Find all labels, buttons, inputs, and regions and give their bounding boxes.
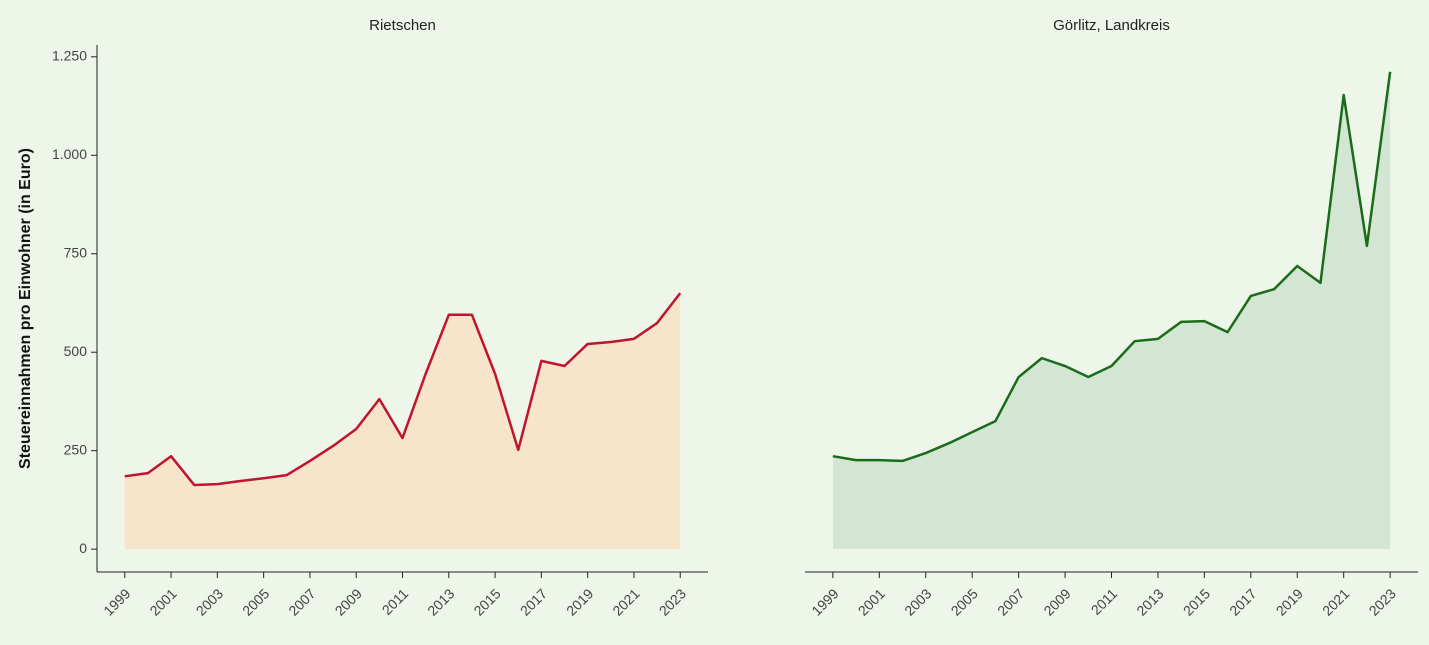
area-fill: [124, 293, 681, 550]
y-tick-label: 250: [64, 441, 88, 457]
line: [124, 292, 682, 487]
panel-title: Rietschen: [369, 17, 436, 34]
y-tick-label: 1.250: [52, 48, 87, 64]
line: [832, 71, 1392, 463]
panel-title: Görlitz, Landkreis: [1053, 17, 1170, 34]
y-axis-label: Steuereinnahmen pro Einwohner (in Euro): [17, 148, 34, 469]
area-fill: [832, 71, 1391, 550]
y-tick-label: 750: [64, 244, 88, 260]
y-tick-label: 0: [79, 540, 87, 556]
y-tick-label: 1.000: [52, 146, 87, 162]
y-tick-label: 500: [64, 343, 88, 359]
